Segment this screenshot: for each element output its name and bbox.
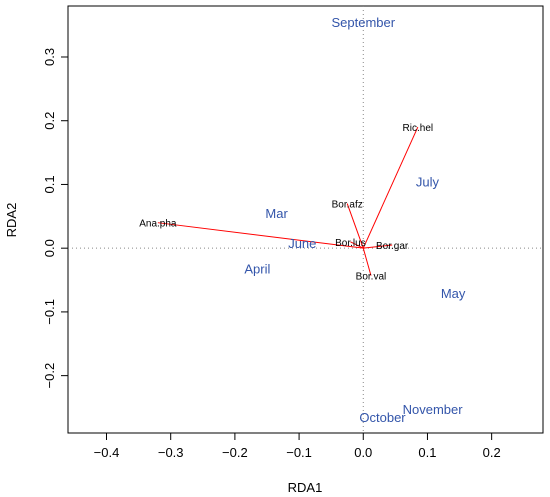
y-tick-label: −0.2 xyxy=(42,363,57,389)
y-axis-title: RDA2 xyxy=(4,203,19,238)
species-labels: Ana.pha Ric.hel Bor.afz Bor.lus Bor.gar Bor.v… xyxy=(139,123,433,282)
species-arrow xyxy=(362,248,372,276)
species-label: Ric.hel xyxy=(403,123,434,134)
y-tick-label: 0.0 xyxy=(42,239,57,257)
species-arrow xyxy=(362,126,419,249)
species-arrow xyxy=(346,203,364,249)
species-arrow xyxy=(363,244,393,249)
y-tick-label: 0.2 xyxy=(42,112,57,130)
species-label: Bor.gar xyxy=(376,241,409,252)
y-tick-label: 0.1 xyxy=(42,175,57,193)
y-tick-label: −0.1 xyxy=(42,299,57,325)
plot-frame xyxy=(67,5,544,434)
x-tick-label: −0.3 xyxy=(158,445,184,460)
site-label: June xyxy=(288,236,316,251)
site-label: May xyxy=(441,286,466,301)
species-label: Bor.afz xyxy=(332,200,363,211)
site-label: September xyxy=(331,15,395,30)
x-axis-title: RDA1 xyxy=(288,480,323,495)
site-label: April xyxy=(244,262,270,277)
species-label: Bor.val xyxy=(356,272,387,283)
site-label: November xyxy=(403,402,464,417)
x-tick-label: −0.4 xyxy=(94,445,120,460)
x-tick-label: 0.0 xyxy=(354,445,372,460)
site-label: July xyxy=(416,174,440,189)
site-label: October xyxy=(359,410,406,425)
site-label: Mar xyxy=(265,206,288,221)
x-axis: −0.4 −0.3 −0.2 −0.1 0.0 0.1 0.2 xyxy=(94,433,501,460)
species-arrow xyxy=(157,222,364,249)
species-arrow xyxy=(350,241,364,249)
species-label: Ana.pha xyxy=(139,219,177,230)
y-tick-label: 0.3 xyxy=(42,48,57,66)
species-label: Bor.lus xyxy=(335,238,366,249)
y-axis: −0.2 −0.1 0.0 0.1 0.2 0.3 xyxy=(42,48,68,389)
x-tick-label: 0.2 xyxy=(483,445,501,460)
x-tick-label: 0.1 xyxy=(418,445,436,460)
x-tick-label: −0.1 xyxy=(286,445,312,460)
x-tick-label: −0.2 xyxy=(222,445,248,460)
species-arrows xyxy=(157,126,419,276)
